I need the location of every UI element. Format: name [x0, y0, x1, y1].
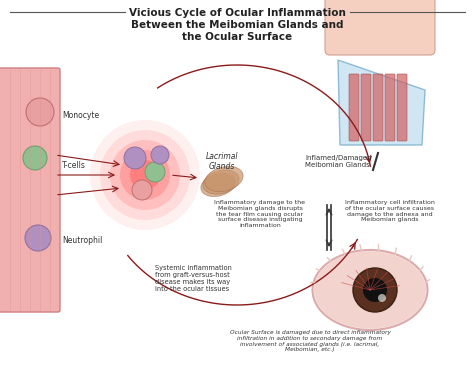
- Ellipse shape: [203, 170, 239, 194]
- Text: Ocular Surface is damaged due to direct inflammatory
infiltration in addition to: Ocular Surface is damaged due to direct …: [229, 330, 391, 352]
- Circle shape: [23, 146, 47, 170]
- Text: Neutrophil: Neutrophil: [62, 236, 102, 244]
- Text: Inflammatory cell infiltration
of the ocular surface causes
damage to the adnexa: Inflammatory cell infiltration of the oc…: [345, 200, 435, 223]
- Circle shape: [151, 146, 169, 164]
- Circle shape: [120, 150, 170, 200]
- Circle shape: [378, 294, 386, 302]
- Circle shape: [130, 160, 160, 190]
- Circle shape: [145, 162, 165, 182]
- FancyBboxPatch shape: [373, 74, 383, 141]
- Polygon shape: [338, 60, 425, 145]
- Ellipse shape: [205, 166, 243, 192]
- Circle shape: [90, 120, 200, 230]
- FancyBboxPatch shape: [397, 74, 407, 141]
- Text: Vicious Cycle of Ocular Inflammation: Vicious Cycle of Ocular Inflammation: [128, 8, 346, 18]
- Ellipse shape: [201, 173, 235, 196]
- Circle shape: [26, 98, 54, 126]
- Text: Systemic inflammation
from graft-versus-host
disease makes its way
into the ocul: Systemic inflammation from graft-versus-…: [155, 265, 232, 292]
- FancyBboxPatch shape: [325, 0, 435, 55]
- Text: the Ocular Surface: the Ocular Surface: [182, 32, 292, 42]
- Text: Monocyte: Monocyte: [62, 111, 99, 119]
- Ellipse shape: [314, 252, 426, 329]
- Text: Inflammatory damage to the
Meibomian glands disrupts
the tear film causing ocula: Inflammatory damage to the Meibomian gla…: [215, 200, 306, 228]
- Text: Between the Meibomian Glands and: Between the Meibomian Glands and: [131, 20, 343, 30]
- Circle shape: [124, 147, 146, 169]
- FancyBboxPatch shape: [385, 74, 395, 141]
- Circle shape: [353, 268, 397, 312]
- Circle shape: [100, 130, 190, 220]
- Circle shape: [110, 140, 180, 210]
- FancyBboxPatch shape: [0, 68, 60, 312]
- Text: Inflamed/Damaged
Meibomian Glands: Inflamed/Damaged Meibomian Glands: [305, 155, 372, 168]
- FancyBboxPatch shape: [349, 74, 359, 141]
- Ellipse shape: [312, 250, 428, 330]
- Circle shape: [25, 225, 51, 251]
- FancyBboxPatch shape: [361, 74, 371, 141]
- Circle shape: [132, 180, 152, 200]
- Text: T-cells: T-cells: [62, 160, 86, 170]
- Circle shape: [363, 278, 387, 302]
- Text: Lacrimal
Glands: Lacrimal Glands: [206, 152, 238, 172]
